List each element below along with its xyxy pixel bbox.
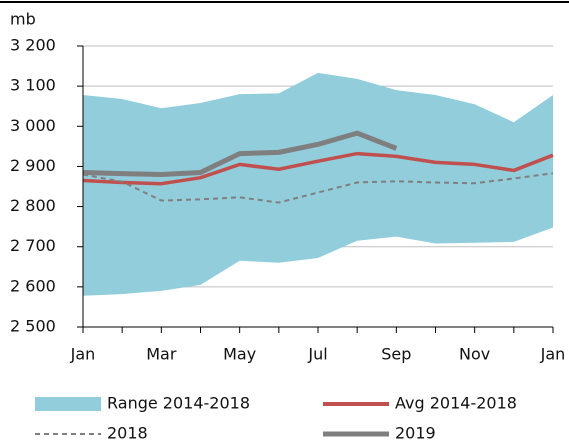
y-tick-label: 3 200 xyxy=(10,36,56,55)
legend-label: Range 2014-2018 xyxy=(107,394,250,413)
legend-label: Avg 2014-2018 xyxy=(395,394,517,413)
x-tick-label: Jul xyxy=(307,345,327,364)
legend-swatch xyxy=(35,397,101,411)
y-axis-label: mb xyxy=(10,10,36,29)
range-area xyxy=(83,72,553,296)
y-tick-label: 3 100 xyxy=(10,76,56,95)
x-tick-label: Jan xyxy=(70,345,96,364)
series-line xyxy=(82,130,398,177)
legend-label: 2019 xyxy=(395,424,436,442)
y-tick-label: 2 900 xyxy=(10,156,56,175)
y-tick-label: 3 000 xyxy=(10,116,56,135)
x-tick-label: May xyxy=(223,345,256,364)
y-tick-label: 2 700 xyxy=(10,236,56,255)
x-tick-label: Sep xyxy=(381,345,411,364)
y-tick-label: 2 600 xyxy=(10,276,56,295)
series-line xyxy=(82,172,554,204)
legend-label: 2018 xyxy=(107,424,148,442)
x-tick-label: Jan xyxy=(540,345,566,364)
y-tick-label: 2 800 xyxy=(10,196,56,215)
series-line xyxy=(82,151,554,186)
x-tick-label: Nov xyxy=(459,345,490,364)
y-tick-label: 2 500 xyxy=(10,317,56,336)
x-tick-label: Mar xyxy=(146,345,177,364)
